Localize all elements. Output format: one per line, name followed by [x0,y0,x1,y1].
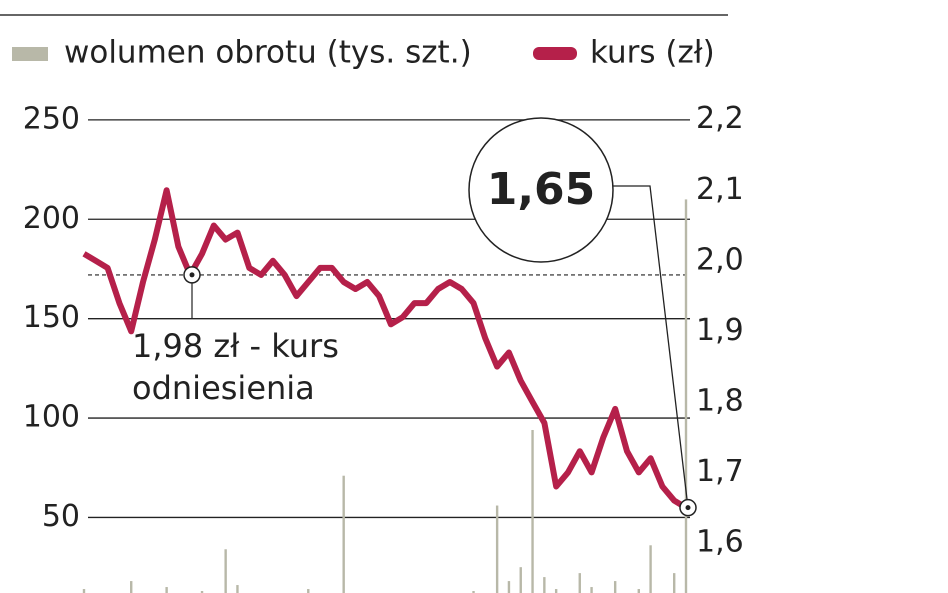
callout-circle [468,117,614,263]
volume-bar [200,591,204,593]
y-tick-label: 100 [23,400,80,435]
y2-tick-label: 1,8 [696,383,744,418]
volume-bar [578,573,581,593]
callout-value: 1,65 [487,164,596,215]
last-marker-dot [685,505,691,511]
y2-tick-label: 1,9 [696,313,744,348]
y2-tick-label: 2,0 [696,242,744,277]
volume-bar [130,581,133,593]
volume-bar [472,591,475,593]
y2-tick-label: 2,2 [696,101,744,136]
volume-bar [342,475,345,593]
y2-tick-label: 1,6 [696,524,744,559]
y-tick-label: 50 [42,499,80,534]
volume-bar [495,505,499,593]
y-tick-label: 250 [23,101,80,136]
y-tick-label: 200 [23,201,80,236]
volume-bar [224,549,227,593]
legend-label: wolumen obrotu (tys. szt.) [64,35,472,71]
volume-bar [672,573,676,593]
volume-bar [165,587,168,593]
volume-bar [684,199,688,593]
volume-bar [82,589,86,593]
callout-leader [612,185,689,508]
y2-tick-label: 2,1 [696,172,744,207]
volume-bar [507,581,511,593]
reference-marker-dot [189,272,195,278]
annotation-text: 1,98 zł - kurs [132,327,339,365]
volume-bar [649,545,652,593]
y2-tick-label: 1,7 [696,454,744,489]
volume-bar [590,587,593,593]
volume-bar [554,589,558,593]
annotation-text: odniesienia [132,369,315,407]
volume-bar [307,589,310,593]
legend-label: kurs (zł) [590,35,715,71]
volume-bar [613,581,617,593]
y-tick-label: 150 [23,300,80,335]
volume-bar [519,567,522,593]
volume-bar [236,585,239,593]
volume-bar [637,589,640,593]
volume-bar [531,429,534,593]
volume-bar [543,577,546,593]
legend-swatch-price [533,47,577,60]
price-line [82,187,688,511]
legend-swatch-volume [12,47,48,61]
